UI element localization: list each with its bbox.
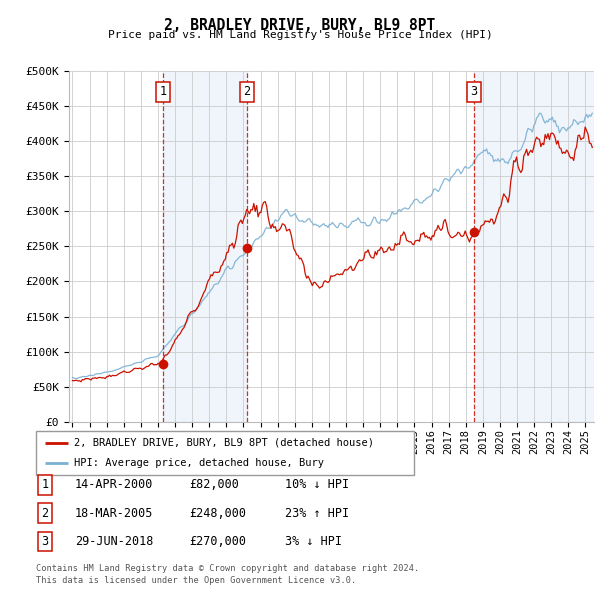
Text: 1: 1 <box>159 86 166 99</box>
Text: This data is licensed under the Open Government Licence v3.0.: This data is licensed under the Open Gov… <box>36 576 356 585</box>
Text: Price paid vs. HM Land Registry's House Price Index (HPI): Price paid vs. HM Land Registry's House … <box>107 30 493 40</box>
Text: 23% ↑ HPI: 23% ↑ HPI <box>285 507 349 520</box>
Text: 14-APR-2000: 14-APR-2000 <box>75 478 154 491</box>
FancyBboxPatch shape <box>36 431 414 475</box>
Text: 29-JUN-2018: 29-JUN-2018 <box>75 535 154 548</box>
Bar <box>163 71 247 422</box>
Bar <box>474 71 594 422</box>
Text: 2: 2 <box>244 86 251 99</box>
Text: £82,000: £82,000 <box>189 478 239 491</box>
Text: 2: 2 <box>41 507 49 520</box>
Text: 18-MAR-2005: 18-MAR-2005 <box>75 507 154 520</box>
Text: 1: 1 <box>41 478 49 491</box>
Text: £270,000: £270,000 <box>189 535 246 548</box>
Text: 3% ↓ HPI: 3% ↓ HPI <box>285 535 342 548</box>
Text: HPI: Average price, detached house, Bury: HPI: Average price, detached house, Bury <box>74 458 324 468</box>
Text: 10% ↓ HPI: 10% ↓ HPI <box>285 478 349 491</box>
Text: 2, BRADLEY DRIVE, BURY, BL9 8PT: 2, BRADLEY DRIVE, BURY, BL9 8PT <box>164 18 436 32</box>
Text: £248,000: £248,000 <box>189 507 246 520</box>
Text: 2, BRADLEY DRIVE, BURY, BL9 8PT (detached house): 2, BRADLEY DRIVE, BURY, BL9 8PT (detache… <box>74 438 374 448</box>
Text: 3: 3 <box>41 535 49 548</box>
Text: Contains HM Land Registry data © Crown copyright and database right 2024.: Contains HM Land Registry data © Crown c… <box>36 565 419 573</box>
Text: 3: 3 <box>470 86 478 99</box>
